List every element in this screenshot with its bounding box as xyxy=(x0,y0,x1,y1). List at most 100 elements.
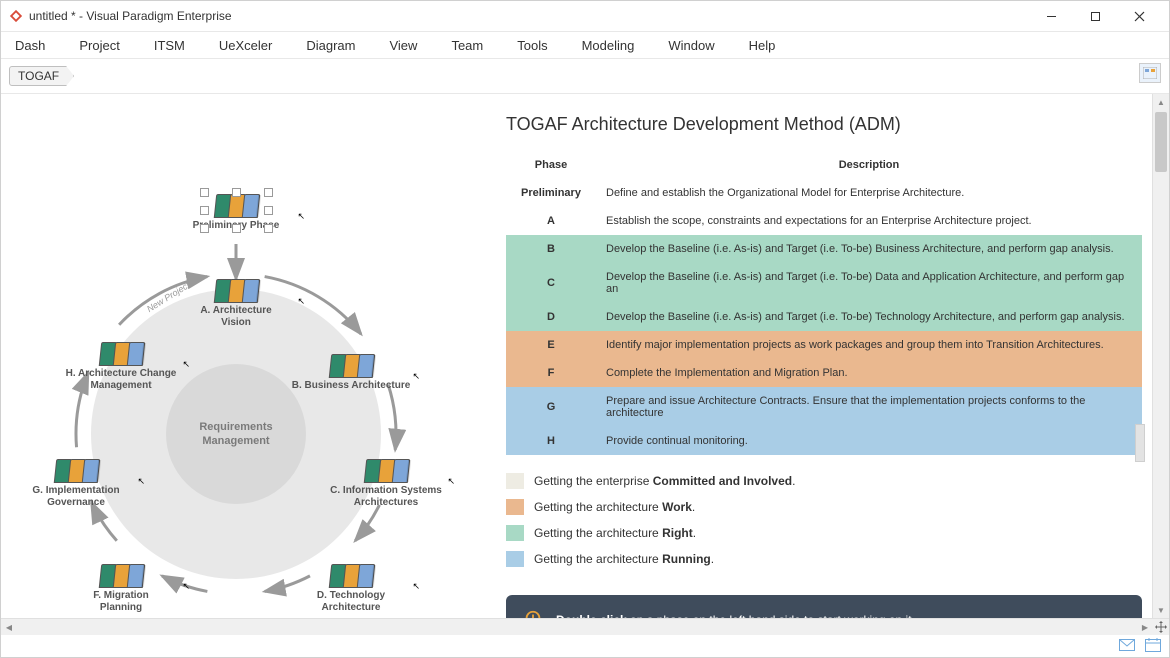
scroll-down-arrow[interactable]: ▼ xyxy=(1153,602,1169,618)
phase-row-g[interactable]: GPrepare and issue Architecture Contract… xyxy=(506,387,1142,427)
scroll-thumb[interactable] xyxy=(1155,112,1167,172)
legend-text: Getting the architecture Work. xyxy=(534,500,695,514)
phase-node-g[interactable]: ↖G. ImplementationGovernance xyxy=(11,459,141,509)
phase-node-c[interactable]: ↖C. Information SystemsArchitectures xyxy=(321,459,451,509)
phase-cell: E xyxy=(506,331,596,359)
desc-cell: Develop the Baseline (i.e. As-is) and Ta… xyxy=(596,303,1142,331)
selection-handle[interactable] xyxy=(232,224,241,233)
phase-label: G. ImplementationGovernance xyxy=(11,485,141,509)
desc-cell: Complete the Implementation and Migratio… xyxy=(596,359,1142,387)
selection-handle[interactable] xyxy=(232,188,241,197)
legend-swatch xyxy=(506,525,524,541)
legend-text: Getting the architecture Right. xyxy=(534,526,696,540)
legend-text: Getting the enterprise Committed and Inv… xyxy=(534,474,795,488)
mail-icon[interactable] xyxy=(1119,638,1135,655)
inner-scrollbar[interactable] xyxy=(1135,424,1145,462)
desc-cell: Develop the Baseline (i.e. As-is) and Ta… xyxy=(596,263,1142,303)
panel-switch-button[interactable] xyxy=(1139,63,1161,83)
phase-row-b[interactable]: BDevelop the Baseline (i.e. As-is) and T… xyxy=(506,235,1142,263)
lightbulb-icon xyxy=(522,609,544,618)
phase-node-h[interactable]: ↖H. Architecture ChangeManagement xyxy=(56,342,186,392)
legend: Getting the enterprise Committed and Inv… xyxy=(506,473,1142,567)
phase-node-a[interactable]: ↖A. ArchitectureVision xyxy=(171,279,301,329)
desc-cell: Provide continual monitoring. xyxy=(596,427,1142,455)
selection-handle[interactable] xyxy=(264,188,273,197)
center-requirements[interactable]: RequirementsManagement xyxy=(166,364,306,504)
legend-item: Getting the architecture Running. xyxy=(506,551,806,567)
menu-diagram[interactable]: Diagram xyxy=(302,36,359,55)
phase-row-e[interactable]: EIdentify major implementation projects … xyxy=(506,331,1142,359)
selection-handle[interactable] xyxy=(264,224,273,233)
phase-table: PhaseDescriptionPreliminaryDefine and es… xyxy=(506,151,1142,455)
phase-row-h[interactable]: HProvide continual monitoring. xyxy=(506,427,1142,455)
legend-swatch xyxy=(506,551,524,567)
phase-cell: B xyxy=(506,235,596,263)
phase-cell: Preliminary xyxy=(506,179,596,207)
resize-grip[interactable] xyxy=(1153,619,1169,635)
maximize-button[interactable] xyxy=(1073,2,1117,30)
legend-swatch xyxy=(506,473,524,489)
menu-team[interactable]: Team xyxy=(447,36,487,55)
desc-cell: Prepare and issue Architecture Contracts… xyxy=(596,387,1142,427)
close-button[interactable] xyxy=(1117,2,1161,30)
phase-cell: A xyxy=(506,207,596,235)
phase-label: H. Architecture ChangeManagement xyxy=(56,368,186,392)
phase-cell: C xyxy=(506,263,596,303)
scroll-up-arrow[interactable]: ▲ xyxy=(1153,94,1169,110)
phase-row-f[interactable]: FComplete the Implementation and Migrati… xyxy=(506,359,1142,387)
menu-window[interactable]: Window xyxy=(664,36,718,55)
phase-cell: G xyxy=(506,387,596,427)
phase-label: F. MigrationPlanning xyxy=(56,590,186,614)
menu-tools[interactable]: Tools xyxy=(513,36,551,55)
statusbar xyxy=(1,635,1169,657)
phase-label: C. Information SystemsArchitectures xyxy=(321,485,451,509)
selection-handle[interactable] xyxy=(200,206,209,215)
legend-text: Getting the architecture Running. xyxy=(534,552,714,566)
phase-label: B. Business Architecture xyxy=(286,380,416,392)
scroll-right-arrow[interactable]: ▶ xyxy=(1137,619,1153,635)
selection-handle[interactable] xyxy=(200,224,209,233)
phase-row-a[interactable]: AEstablish the scope, constraints and ex… xyxy=(506,207,1142,235)
menu-view[interactable]: View xyxy=(385,36,421,55)
legend-item: Getting the enterprise Committed and Inv… xyxy=(506,473,806,489)
horizontal-scrollbar[interactable]: ◀ ▶ xyxy=(1,619,1153,635)
phase-cell: F xyxy=(506,359,596,387)
legend-swatch xyxy=(506,499,524,515)
desc-cell: Develop the Baseline (i.e. As-is) and Ta… xyxy=(596,235,1142,263)
calendar-icon[interactable] xyxy=(1145,638,1161,655)
phase-node-d[interactable]: ↖D. TechnologyArchitecture xyxy=(286,564,416,614)
menu-uexceler[interactable]: UeXceler xyxy=(215,36,276,55)
adm-title: TOGAF Architecture Development Method (A… xyxy=(506,114,1142,135)
menubar: Dash Project ITSM UeXceler Diagram View Team To… xyxy=(1,32,1169,59)
legend-item: Getting the architecture Work. xyxy=(506,499,806,515)
scroll-left-arrow[interactable]: ◀ xyxy=(1,619,17,635)
selection-handle[interactable] xyxy=(200,188,209,197)
legend-item: Getting the architecture Right. xyxy=(506,525,806,541)
phase-node-f[interactable]: ↖F. MigrationPlanning xyxy=(56,564,186,614)
phase-node-b[interactable]: ↖B. Business Architecture xyxy=(286,354,416,392)
desc-cell: Establish the scope, constraints and exp… xyxy=(596,207,1142,235)
phase-cell: H xyxy=(506,427,596,455)
hint-text: Double click on a phase on the left hand… xyxy=(556,613,915,618)
menu-project[interactable]: Project xyxy=(75,36,123,55)
phase-node-prelim[interactable]: ↖Preliminary Phase xyxy=(171,194,301,232)
selection-handle[interactable] xyxy=(264,206,273,215)
diagram-canvas[interactable]: RequirementsManagementNew Project↖Prelim… xyxy=(1,94,1152,618)
tab-togaf[interactable]: TOGAF xyxy=(9,66,74,86)
menu-help[interactable]: Help xyxy=(745,36,780,55)
vertical-scrollbar[interactable]: ▲ ▼ xyxy=(1152,94,1169,618)
phase-label: A. ArchitectureVision xyxy=(171,305,301,329)
desc-cell: Identify major implementation projects a… xyxy=(596,331,1142,359)
phase-row-d[interactable]: DDevelop the Baseline (i.e. As-is) and T… xyxy=(506,303,1142,331)
app-logo-icon xyxy=(9,9,23,23)
phase-row-c[interactable]: CDevelop the Baseline (i.e. As-is) and T… xyxy=(506,263,1142,303)
window-title: untitled * - Visual Paradigm Enterprise xyxy=(29,9,1029,23)
minimize-button[interactable] xyxy=(1029,2,1073,30)
menu-modeling[interactable]: Modeling xyxy=(578,36,639,55)
phase-cell: D xyxy=(506,303,596,331)
menu-itsm[interactable]: ITSM xyxy=(150,36,189,55)
menu-dash[interactable]: Dash xyxy=(11,36,49,55)
hint-banner: Double click on a phase on the left hand… xyxy=(506,595,1142,618)
phase-row-preliminary[interactable]: PreliminaryDefine and establish the Orga… xyxy=(506,179,1142,207)
col-phase: Phase xyxy=(506,151,596,179)
